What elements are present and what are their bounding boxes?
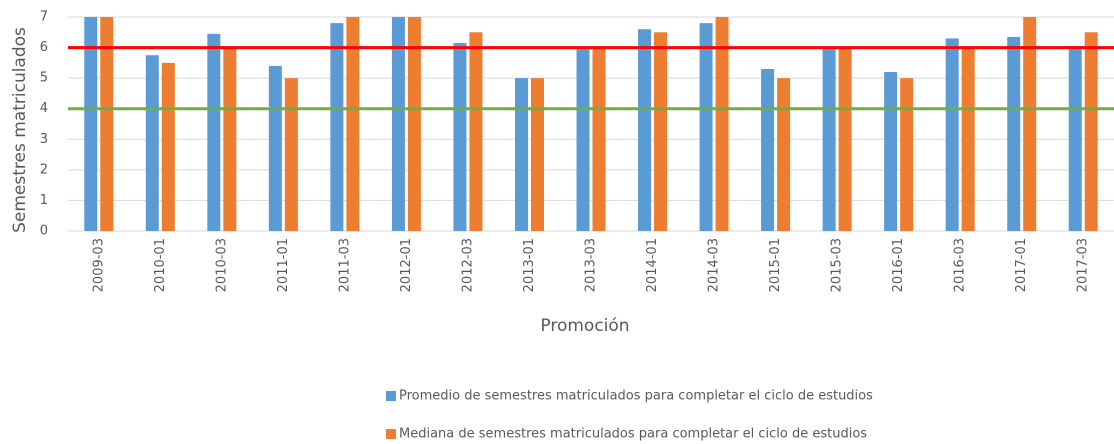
bar	[838, 47, 852, 232]
legend-swatch	[386, 429, 396, 439]
bar	[945, 38, 959, 232]
bar	[1084, 32, 1098, 232]
x-tick-label: 2011-03	[337, 238, 352, 292]
y-axis-label: Semestres matriculados	[10, 27, 30, 233]
x-tick-label: 2016-03	[953, 238, 968, 292]
x-tick-label: 2013-01	[522, 238, 537, 292]
x-tick-label: 2017-01	[1014, 238, 1029, 292]
bar	[884, 72, 898, 232]
bar	[346, 17, 360, 231]
bar	[84, 17, 98, 231]
bar	[761, 68, 775, 231]
x-tick-label: 2010-01	[153, 238, 168, 292]
bar	[207, 33, 221, 231]
y-tick-label: 0	[40, 224, 48, 239]
bar	[576, 47, 590, 232]
x-tick-label: 2014-01	[645, 238, 660, 292]
bar	[223, 47, 237, 232]
bar	[638, 29, 652, 231]
bar	[284, 78, 298, 232]
bar	[453, 42, 467, 231]
bar	[407, 17, 421, 231]
bar	[900, 78, 914, 232]
legend-label: Promedio de semestres matriculados para …	[399, 389, 873, 404]
x-tick-label: 2013-03	[584, 238, 599, 292]
bar	[1007, 36, 1021, 231]
bar	[469, 32, 483, 232]
legend-swatch	[386, 391, 396, 401]
x-tick-label: 2012-03	[460, 238, 475, 292]
x-tick-label: 2010-03	[214, 238, 229, 292]
x-tick-label: 2009-03	[91, 238, 106, 292]
y-tick-label: 7	[40, 10, 48, 25]
x-tick-label: 2015-03	[830, 238, 845, 292]
bar	[1023, 17, 1037, 231]
x-tick-label: 2014-03	[707, 238, 722, 292]
x-tick-label: 2017-03	[1076, 238, 1091, 292]
bar	[268, 65, 282, 232]
y-tick-label: 3	[40, 132, 48, 147]
bar	[100, 17, 114, 231]
bar	[391, 17, 405, 231]
x-tick-label: 2015-01	[768, 238, 783, 292]
bar	[822, 47, 836, 232]
y-tick-label: 6	[40, 40, 48, 55]
bar	[514, 78, 528, 232]
x-axis-label: Promoción	[540, 316, 629, 336]
y-tick-label: 2	[40, 162, 48, 177]
bar	[145, 55, 159, 231]
y-tick-label: 1	[40, 193, 48, 208]
x-tick-label: 2012-01	[399, 238, 414, 292]
x-tick-label: 2016-01	[891, 238, 906, 292]
bar	[161, 62, 175, 231]
bar	[592, 47, 606, 232]
bar	[1068, 46, 1082, 231]
bar	[961, 47, 975, 232]
legend-label: Mediana de semestres matriculados para c…	[399, 427, 867, 442]
x-tick-label: 2011-01	[276, 238, 291, 292]
bar	[530, 78, 544, 232]
y-tick-label: 4	[40, 101, 48, 116]
bar	[654, 32, 668, 232]
bar	[699, 23, 713, 231]
bar	[777, 78, 791, 232]
y-tick-label: 5	[40, 71, 48, 86]
bar	[330, 23, 344, 231]
bar	[715, 17, 729, 231]
